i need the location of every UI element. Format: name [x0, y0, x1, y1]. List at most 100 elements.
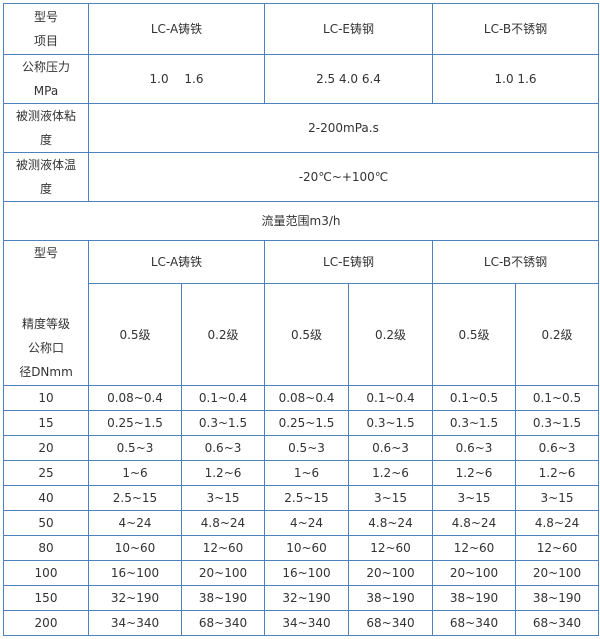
flow-range-cell: 3~15	[515, 485, 600, 511]
viscosity-row: 被测液体粘度 2-200mPa.s	[3, 103, 600, 153]
pressure-value: 1.0 1.6	[432, 54, 600, 104]
flow-range-cell: 1.2~6	[432, 460, 517, 486]
label-line: MPa	[33, 84, 59, 98]
flow-range-cell: 0.08~0.4	[264, 385, 349, 411]
pressure-value: 1.0 1.6	[88, 54, 265, 104]
table-row: 200 34~340 68~340 34~340 68~340 68~340 68~340	[3, 610, 600, 636]
flow-range-cell: 1~6	[264, 460, 349, 486]
grade-header: 0.5级	[264, 283, 349, 386]
flow-range-cell: 12~60	[181, 535, 265, 561]
model-header: LC-E铸钢	[263, 240, 434, 284]
table-row: 10 0.08~0.4 0.1~0.4 0.08~0.4 0.1~0.4 0.1~0.5 0…	[3, 385, 600, 411]
flow-range-cell: 34~340	[88, 610, 182, 636]
flow-range-cell: 20~100	[347, 560, 434, 586]
flow-range-cell: 12~60	[515, 535, 600, 561]
table-row: 25 1~6 1.2~6 1~6 1.2~6 1.2~6 1.2~6	[3, 460, 600, 486]
viscosity-label: 被测液体粘度	[3, 103, 89, 153]
grade-header: 0.5级	[88, 283, 182, 386]
model-label: 型号	[33, 246, 58, 260]
flow-range-cell: 0.25~1.5	[88, 410, 182, 436]
temperature-value: -20℃~+100℃	[87, 152, 600, 202]
flow-range-cell: 34~340	[264, 610, 349, 636]
temperature-label: 被测液体温度	[3, 152, 89, 202]
flow-range-cell: 0.08~0.4	[88, 385, 182, 411]
flow-range-cell: 0.5~3	[264, 435, 349, 461]
pressure-row: 公称压力 MPa 1.0 1.6 2.5 4.0 6.4 1.0 1.6	[3, 54, 600, 104]
flow-range-cell: 12~60	[347, 535, 434, 561]
grade-header: 0.2级	[347, 283, 434, 386]
label-line: 公称压力	[21, 60, 70, 74]
flow-range-cell: 0.6~3	[515, 435, 600, 461]
header-row: 型号 项目 LC-A铸铁 LC-E铸钢 LC-B不锈钢	[3, 3, 600, 55]
dn-label: 径DNmm	[19, 365, 73, 379]
flow-range-cell: 0.3~1.5	[432, 410, 517, 436]
flow-range-cell: 4~24	[88, 510, 182, 536]
flow-range-cell: 38~190	[432, 585, 517, 611]
dn-cell: 100	[3, 560, 89, 586]
grade-header: 0.5级	[432, 283, 517, 386]
flow-corner-cell: 型号 精度等级 公称口 径DNmm	[3, 240, 89, 386]
flow-range-cell: 32~190	[88, 585, 182, 611]
label-line: 被测液体温	[15, 158, 76, 172]
grade-header: 0.2级	[515, 283, 600, 386]
dn-cell: 150	[3, 585, 89, 611]
table-row: 20 0.5~3 0.6~3 0.5~3 0.6~3 0.6~3 0.6~3	[3, 435, 600, 461]
flow-range-cell: 2.5~15	[264, 485, 349, 511]
flow-range-cell: 4.8~24	[432, 510, 517, 536]
flow-range-cell: 3~15	[432, 485, 517, 511]
label-line: 度	[39, 182, 52, 196]
table-row: 80 10~60 12~60 10~60 12~60 12~60 12~60	[3, 535, 600, 561]
flow-range-cell: 3~15	[347, 485, 434, 511]
flow-range-cell: 68~340	[181, 610, 265, 636]
flow-range-cell: 38~190	[347, 585, 434, 611]
temperature-row: 被测液体温度 -20℃~+100℃	[3, 152, 600, 202]
grade-row: 0.5级 0.2级 0.5级 0.2级 0.5级 0.2级	[4, 283, 600, 386]
flow-range-cell: 0.25~1.5	[264, 410, 349, 436]
dn-cell: 50	[3, 510, 89, 536]
flow-range-cell: 0.1~0.5	[432, 385, 517, 411]
corner-cell: 型号 项目	[3, 3, 89, 55]
flow-range-cell: 3~15	[181, 485, 265, 511]
flow-range-cell: 0.6~3	[347, 435, 434, 461]
flow-range-cell: 38~190	[181, 585, 265, 611]
table-row: 15 0.25~1.5 0.3~1.5 0.25~1.5 0.3~1.5 0.3~1.5 0…	[3, 410, 600, 436]
viscosity-value: 2-200mPa.s	[87, 103, 600, 153]
accuracy-label: 精度等级	[21, 317, 70, 331]
flow-range-cell: 68~340	[347, 610, 434, 636]
flow-range-cell: 16~100	[88, 560, 182, 586]
dn-cell: 15	[3, 410, 89, 436]
flow-range-cell: 20~100	[515, 560, 600, 586]
dn-cell: 10	[3, 385, 89, 411]
flow-range-cell: 68~340	[515, 610, 600, 636]
flow-range-cell: 10~60	[88, 535, 182, 561]
table-row: 40 2.5~15 3~15 2.5~15 3~15 3~15 3~15	[3, 485, 600, 511]
flow-range-cell: 4.8~24	[181, 510, 265, 536]
pressure-label: 公称压力 MPa	[3, 54, 89, 104]
label-line: 被测液体粘	[15, 109, 76, 123]
flow-range-cell: 4.8~24	[515, 510, 600, 536]
table-row: 50 4~24 4.8~24 4~24 4.8~24 4.8~24 4.8~24	[3, 510, 600, 536]
flowmeter-spec-table: 型号 项目 LC-A铸铁 LC-E铸钢 LC-B不锈钢 公称压力 MPa 1.0 1…	[2, 3, 600, 636]
dn-cell: 80	[3, 535, 89, 561]
flow-range-cell: 68~340	[432, 610, 517, 636]
flow-range-cell: 0.3~1.5	[181, 410, 265, 436]
flow-range-cell: 20~100	[181, 560, 265, 586]
label-line: 度	[39, 133, 52, 147]
flow-range-cell: 12~60	[432, 535, 517, 561]
flow-range-cell: 0.1~0.4	[347, 385, 434, 411]
flow-range-cell: 0.6~3	[181, 435, 265, 461]
model-header: LC-B不锈钢	[432, 240, 600, 284]
model-header: LC-E铸钢	[263, 3, 434, 55]
flow-range-cell: 20~100	[432, 560, 517, 586]
corner-top: 型号	[33, 10, 58, 24]
flow-range-cell: 10~60	[264, 535, 349, 561]
grade-header: 0.2级	[181, 283, 265, 386]
dn-cell: 200	[3, 610, 89, 636]
dn-label: 公称口	[27, 341, 64, 355]
flow-range-cell: 38~190	[515, 585, 600, 611]
flow-model-row: 型号 精度等级 公称口 径DNmm LC-A铸铁 LC-E铸钢 LC-B不锈钢	[3, 240, 600, 386]
model-header: LC-A铸铁	[88, 3, 265, 55]
flow-range-cell: 4.8~24	[347, 510, 434, 536]
flow-range-cell: 1.2~6	[515, 460, 600, 486]
flow-range-cell: 0.3~1.5	[347, 410, 434, 436]
